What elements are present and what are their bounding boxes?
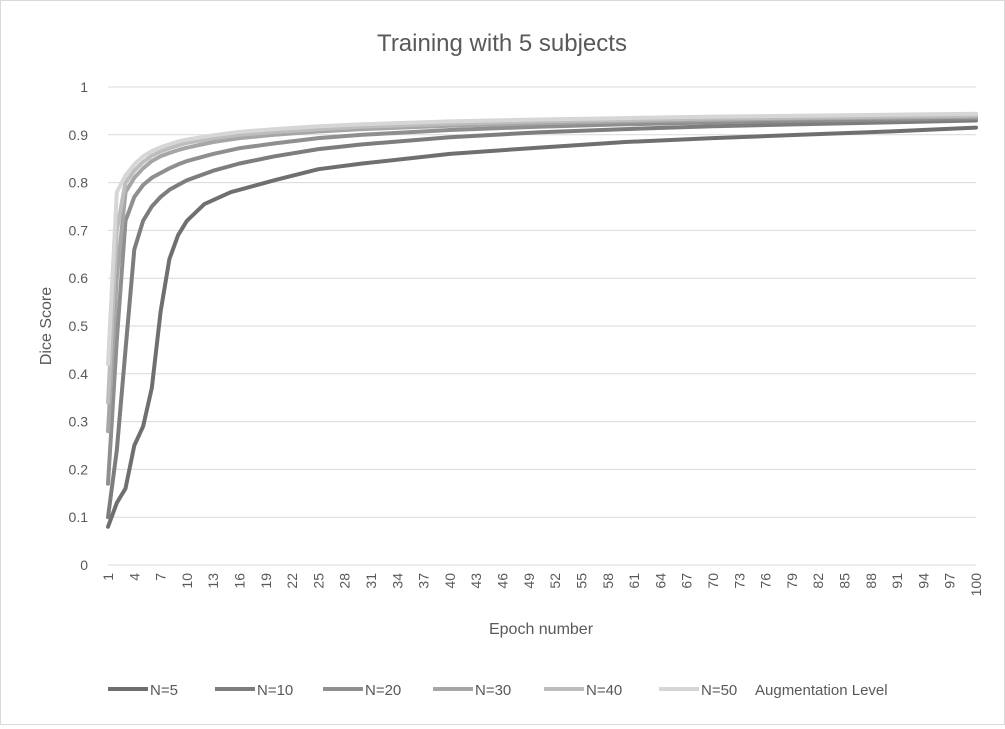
- x-tick-label: 73: [731, 573, 747, 589]
- x-tick-label: 76: [758, 573, 774, 589]
- y-tick-label: 0.7: [69, 222, 89, 238]
- x-tick-label: 25: [310, 573, 326, 589]
- x-tick-label: 34: [389, 573, 405, 589]
- y-tick-label: 0.1: [69, 509, 89, 525]
- x-tick-label: 10: [179, 573, 195, 589]
- x-tick-label: 37: [416, 573, 432, 589]
- x-tick-label: 55: [573, 573, 589, 589]
- x-tick-label: 91: [889, 573, 905, 589]
- y-tick-label: 0.4: [69, 366, 89, 382]
- y-tick-labels: 0 0.1 0.2 0.3 0.4 0.5 0.6 0.7 0.8 0.9 1: [69, 79, 89, 573]
- x-tick-label: 85: [836, 573, 852, 589]
- x-tick-label: 28: [337, 573, 353, 589]
- series-line-n10: [106, 118, 978, 520]
- x-tick-label: 94: [915, 573, 931, 589]
- x-tick-label: 97: [942, 573, 958, 589]
- x-tick-label: 4: [126, 573, 142, 581]
- y-tick-label: 0.2: [69, 461, 89, 477]
- legend-label: N=10: [257, 682, 293, 699]
- x-tick-label: 19: [258, 573, 274, 589]
- series-lines: [106, 111, 978, 529]
- y-tick-label: 0: [80, 557, 88, 573]
- x-tick-label: 88: [863, 573, 879, 589]
- grid-lines: [108, 86, 976, 566]
- legend-label: N=50: [701, 682, 737, 699]
- x-tick-label: 1: [100, 573, 116, 581]
- x-tick-label: 49: [521, 573, 537, 589]
- x-tick-label: 70: [705, 573, 721, 589]
- chart-title: Training with 5 subjects: [377, 30, 627, 57]
- legend-label: N=5: [150, 682, 178, 699]
- y-axis-title: Dice Score: [38, 287, 55, 365]
- y-tick-label: 1: [80, 79, 88, 95]
- legend-suffix: Augmentation Level: [755, 682, 888, 699]
- y-tick-label: 0.6: [69, 270, 89, 286]
- legend-label: N=30: [475, 682, 511, 699]
- series-line-n40: [106, 113, 978, 405]
- series-line-n50: [106, 111, 978, 367]
- legend: N=5 N=10 N=20 N=30 N=40 N=50 Augmentation Leve…: [108, 682, 888, 699]
- x-tick-label: 82: [810, 573, 826, 589]
- x-tick-label: 58: [600, 573, 616, 589]
- x-tick-label: 79: [784, 573, 800, 589]
- x-tick-label: 67: [679, 573, 695, 589]
- x-axis-title: Epoch number: [489, 621, 594, 638]
- x-tick-label: 61: [626, 573, 642, 589]
- x-tick-label: 31: [363, 573, 379, 589]
- legend-label: N=20: [365, 682, 401, 699]
- x-tick-labels: 1 4 7 10 13 16 19 22 25 28 31 34 37 40 43 46 49 52 55 58 61 6…: [100, 573, 984, 597]
- x-tick-label: 64: [652, 573, 668, 589]
- x-tick-label: 13: [205, 573, 221, 589]
- x-tick-label: 7: [153, 573, 169, 581]
- series-line-n20: [106, 116, 978, 486]
- legend-label: N=40: [586, 682, 622, 699]
- x-tick-label: 52: [547, 573, 563, 589]
- x-tick-label: 40: [442, 573, 458, 589]
- y-tick-label: 0.3: [69, 414, 89, 430]
- x-tick-label: 16: [232, 573, 248, 589]
- x-tick-label: 43: [468, 573, 484, 589]
- series-line-n5: [106, 125, 978, 529]
- x-tick-label: 100: [968, 573, 984, 597]
- x-tick-label: 22: [284, 573, 300, 589]
- x-tick-label: 46: [495, 573, 511, 589]
- y-tick-label: 0.5: [69, 318, 89, 334]
- y-tick-label: 0.9: [69, 127, 89, 143]
- y-tick-label: 0.8: [69, 175, 89, 191]
